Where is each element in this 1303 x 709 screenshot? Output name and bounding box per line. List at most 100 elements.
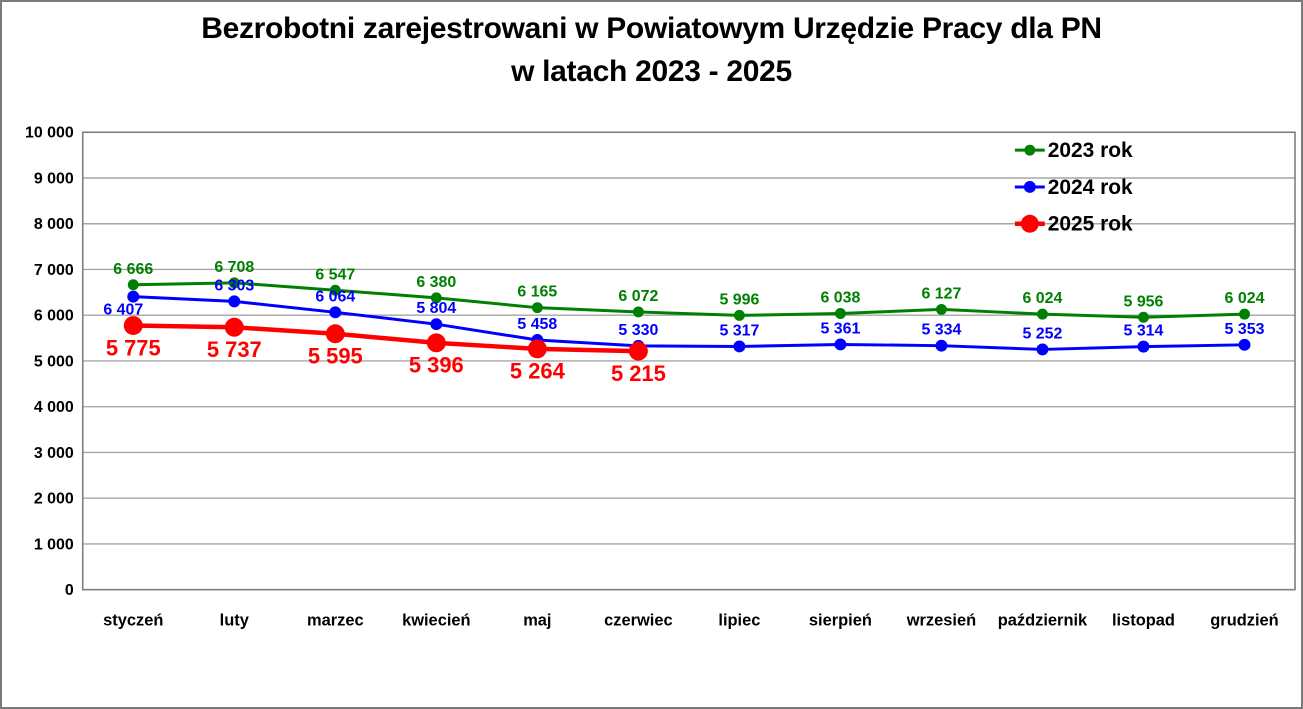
y-axis-tick-label: 2 000 xyxy=(34,491,74,508)
y-axis-tick-label: 10 000 xyxy=(25,125,74,142)
x-axis-label-październik: październik xyxy=(998,611,1088,629)
legend-label-2025-rok: 2025 rok xyxy=(1048,213,1133,236)
data-point-2023-rok-październik xyxy=(1036,308,1048,320)
x-axis-label-marzec: marzec xyxy=(307,611,364,629)
data-label-2024-rok-lipiec: 5 317 xyxy=(719,323,759,340)
series-2023-rok: 6 666 6 708 6 547 6 380 6 165 6 072 5 996 6 038… xyxy=(113,259,1265,323)
x-axis-label-kwiecień: kwiecień xyxy=(402,611,470,629)
y-axis-tick-label: 7 000 xyxy=(34,262,74,279)
x-axis-label-luty: luty xyxy=(220,611,250,629)
x-axis-label-styczeń: styczeń xyxy=(103,611,163,629)
series-line-2024-rok xyxy=(131,295,1247,351)
data-label-2023-rok-październik: 6 024 xyxy=(1023,290,1063,307)
legend-marker-icon xyxy=(1020,214,1039,233)
data-label-2025-rok-marzec: 5 595 xyxy=(308,344,363,369)
x-axis: styczeń luty marzec kwiecień maj czerwiec lipi… xyxy=(103,611,1279,629)
series-2024-rok: 6 407 6 303 6 064 5 804 5 458 5 330 5 317 5 361… xyxy=(103,277,1265,356)
x-axis-label-listopad: listopad xyxy=(1112,611,1175,629)
data-label-2023-rok-maj: 6 165 xyxy=(517,284,557,301)
data-point-2025-rok-maj xyxy=(527,339,547,359)
data-point-2024-rok-sierpień xyxy=(834,338,847,351)
data-point-2024-rok-luty xyxy=(228,295,241,308)
data-label-2023-rok-lipiec: 5 996 xyxy=(719,291,759,308)
data-point-2023-rok-listopad xyxy=(1138,311,1149,323)
y-axis-tick-label: 4 000 xyxy=(34,399,74,416)
data-point-2023-rok-wrzesień xyxy=(935,303,947,315)
chart-title-line1: Bezrobotni zarejestrowani w Powiatowym U… xyxy=(201,12,1102,45)
data-label-2023-rok-sierpień: 6 038 xyxy=(820,290,860,307)
legend: 2023 rok 2024 rok 2025 rok xyxy=(1014,139,1133,236)
data-point-2024-rok-lipiec xyxy=(733,340,746,353)
data-label-2023-rok-marzec: 6 547 xyxy=(315,266,355,283)
data-point-2023-rok-sierpień xyxy=(834,308,846,319)
data-point-2023-rok-marzec xyxy=(329,284,341,296)
data-label-2023-rok-styczeń: 6 666 xyxy=(113,261,153,278)
legend-item-2025-rok: 2025 rok xyxy=(1014,213,1133,236)
series-line-2023-rok xyxy=(131,281,1247,319)
data-point-2025-rok-luty xyxy=(224,317,244,337)
data-label-2024-rok-sierpień: 5 361 xyxy=(820,321,860,338)
data-label-2024-rok-kwiecień: 5 804 xyxy=(416,300,456,317)
legend-label-2023-rok: 2023 rok xyxy=(1048,139,1133,162)
data-point-2023-rok-grudzień xyxy=(1239,308,1250,320)
data-point-2024-rok-wrzesień xyxy=(935,339,948,352)
y-axis-tick-label: 5 000 xyxy=(34,353,74,370)
x-axis-label-wrzesień: wrzesień xyxy=(906,611,976,629)
data-label-2023-rok-wrzesień: 6 127 xyxy=(921,285,961,302)
data-label-2024-rok-styczeń: 6 407 xyxy=(103,302,143,319)
x-axis-label-grudzień: grudzień xyxy=(1210,611,1278,629)
data-label-2023-rok-grudzień: 6 024 xyxy=(1225,290,1265,307)
data-point-2024-rok-styczeń xyxy=(127,290,140,303)
x-axis-label-sierpień: sierpień xyxy=(809,611,872,629)
legend-marker-icon xyxy=(1023,180,1036,193)
series-line-2025-rok xyxy=(131,323,641,354)
series-2025-rok: 5 775 5 737 5 595 5 396 5 264 5 215 xyxy=(106,316,666,386)
chart-title: Bezrobotni zarejestrowani w Powiatowym U… xyxy=(2,7,1301,93)
data-point-2024-rok-październik xyxy=(1036,343,1049,356)
y-axis-tick-label: 0 xyxy=(65,582,74,599)
data-point-2023-rok-luty xyxy=(228,277,240,289)
data-label-2024-rok-wrzesień: 5 334 xyxy=(921,322,961,339)
data-label-2025-rok-styczeń: 5 775 xyxy=(106,335,161,360)
data-label-2023-rok-luty: 6 708 xyxy=(214,259,254,276)
data-point-2023-rok-czerwiec xyxy=(632,306,644,318)
data-point-2025-rok-marzec xyxy=(325,324,345,344)
data-point-2023-rok-lipiec xyxy=(733,309,745,321)
data-label-2024-rok-czerwiec: 5 330 xyxy=(618,322,658,339)
data-label-2023-rok-listopad: 5 956 xyxy=(1124,293,1164,310)
x-axis-label-czerwiec: czerwiec xyxy=(604,611,672,629)
y-axis-tick-label: 9 000 xyxy=(34,170,74,187)
chart-title-line2: w latach 2023 - 2025 xyxy=(511,55,792,88)
y-axis-tick-label: 1 000 xyxy=(34,536,74,553)
data-point-2025-rok-styczeń xyxy=(123,316,143,335)
data-point-2024-rok-grudzień xyxy=(1238,338,1251,351)
data-label-2023-rok-kwiecień: 6 380 xyxy=(416,274,456,291)
data-label-2024-rok-październik: 5 252 xyxy=(1023,326,1063,343)
data-label-2025-rok-maj: 5 264 xyxy=(510,359,566,384)
data-label-2025-rok-kwiecień: 5 396 xyxy=(409,353,464,378)
data-point-2025-rok-kwiecień xyxy=(426,333,446,353)
plot-border xyxy=(81,131,1296,591)
data-label-2024-rok-luty: 6 303 xyxy=(214,277,254,294)
data-point-2023-rok-maj xyxy=(531,302,543,314)
x-axis-label-maj: maj xyxy=(523,611,551,629)
data-label-2023-rok-czerwiec: 6 072 xyxy=(618,288,658,305)
data-label-2024-rok-marzec: 6 064 xyxy=(315,288,355,305)
x-axis-label-lipiec: lipiec xyxy=(718,611,760,629)
data-point-2024-rok-marzec xyxy=(329,306,342,319)
legend-item-2024-rok: 2024 rok xyxy=(1014,176,1133,199)
data-point-2024-rok-kwiecień xyxy=(430,318,443,331)
data-point-2023-rok-kwiecień xyxy=(430,292,442,304)
data-label-2025-rok-luty: 5 737 xyxy=(207,337,262,362)
data-label-2025-rok-czerwiec: 5 215 xyxy=(611,361,666,386)
legend-item-2023-rok: 2023 rok xyxy=(1014,139,1133,162)
y-axis-tick-label: 8 000 xyxy=(34,216,74,233)
data-point-2023-rok-styczeń xyxy=(127,279,139,291)
y-axis-tick-label: 6 000 xyxy=(34,308,74,325)
data-label-2024-rok-maj: 5 458 xyxy=(517,316,557,333)
data-label-2024-rok-listopad: 5 314 xyxy=(1124,323,1164,340)
y-axis-tick-label: 3 000 xyxy=(34,445,74,462)
data-label-2024-rok-grudzień: 5 353 xyxy=(1225,321,1265,338)
